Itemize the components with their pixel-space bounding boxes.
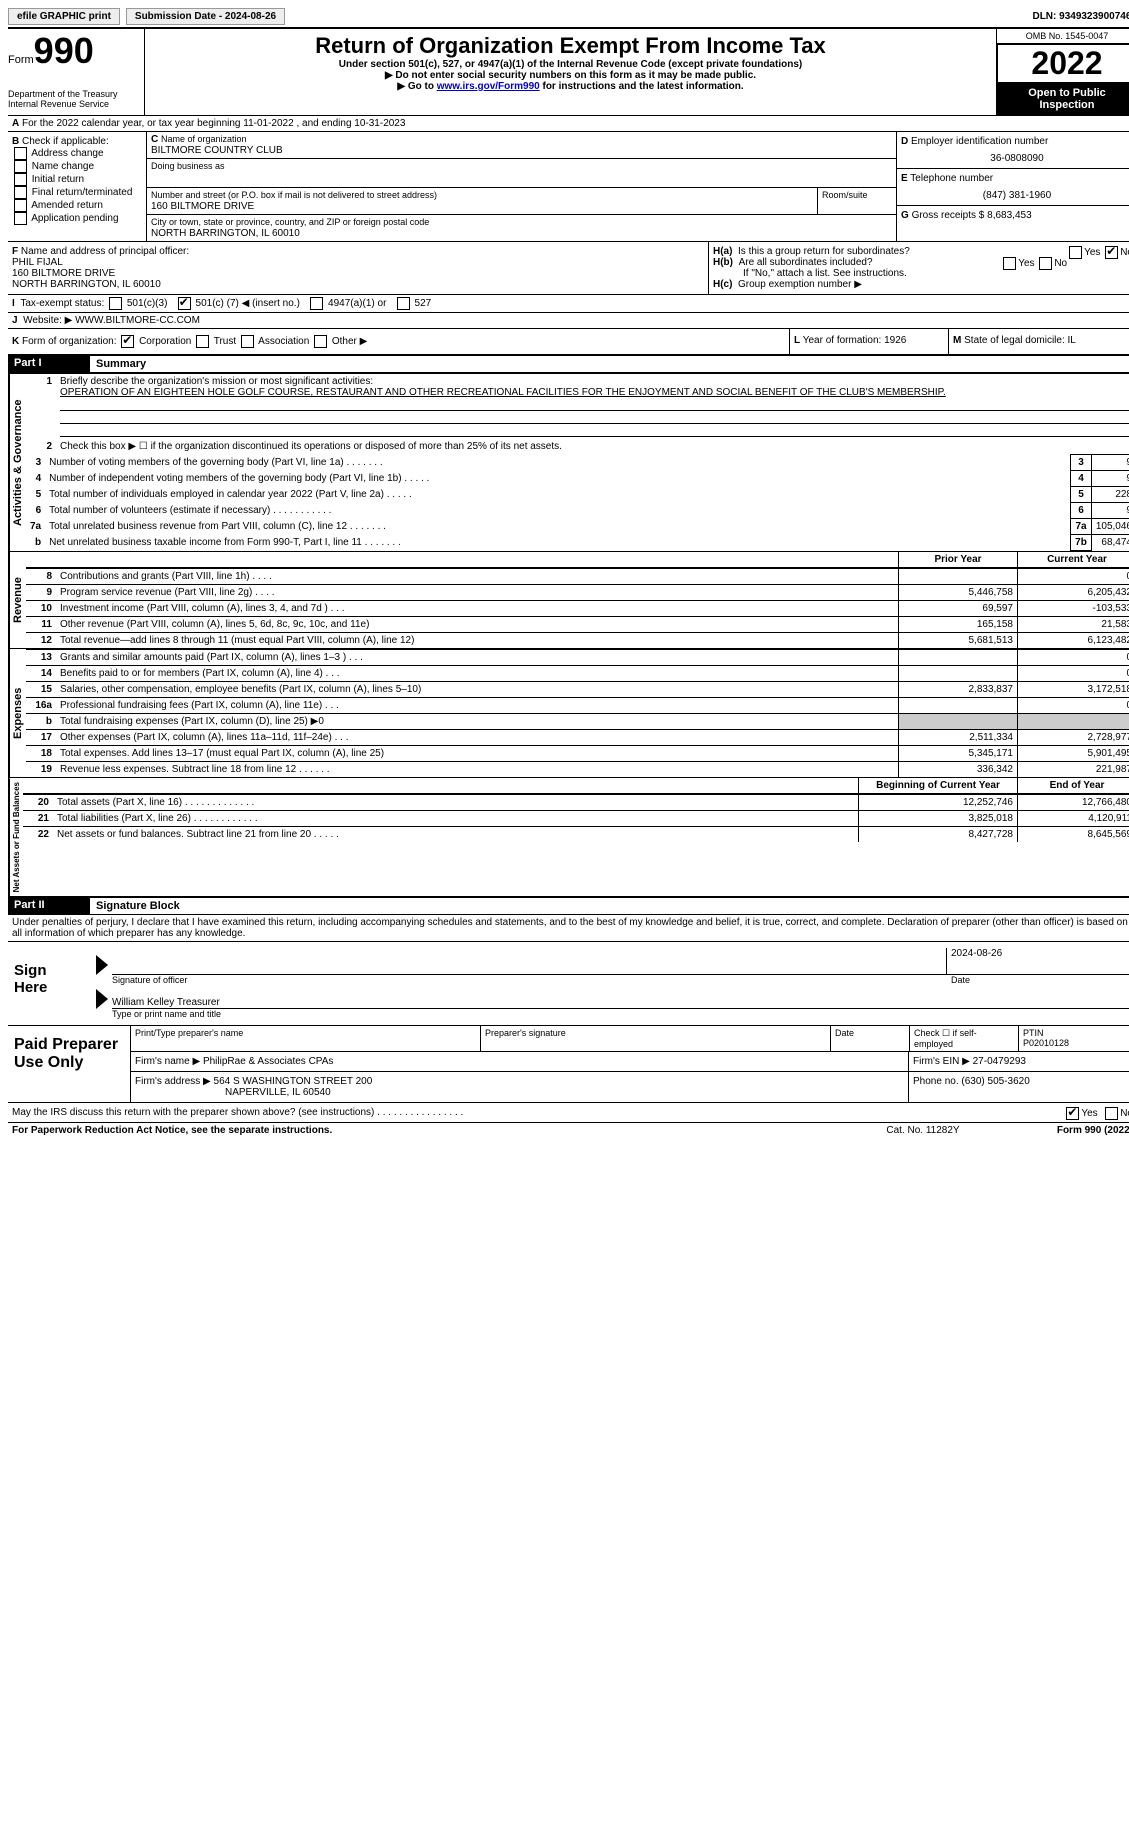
firm-name: PhilipRae & Associates CPAs (203, 1056, 333, 1067)
room-suite-label: Room/suite (818, 188, 896, 214)
section-b-g: B Check if applicable: Address change Na… (8, 132, 1129, 242)
ein: 36-0808090 (901, 147, 1129, 164)
form-title: Return of Organization Exempt From Incom… (149, 33, 992, 59)
form-subtitle-1: Under section 501(c), 527, or 4947(a)(1)… (149, 59, 992, 70)
section-f-h: F Name and address of principal officer:… (8, 242, 1129, 295)
officer-name: PHIL FIJAL (12, 257, 63, 268)
officer-printed-name: William Kelley Treasurer (112, 997, 220, 1008)
part2-header: Part II Signature Block (8, 897, 1129, 915)
org-name: BILTMORE COUNTRY CLUB (151, 145, 283, 156)
vlabel-activities: Activities & Governance (9, 374, 26, 551)
penalties-text: Under penalties of perjury, I declare th… (8, 915, 1129, 942)
irs-link[interactable]: www.irs.gov/Form990 (437, 81, 540, 92)
vlabel-expenses: Expenses (9, 649, 26, 777)
vlabel-revenue: Revenue (9, 552, 26, 648)
expenses-section: Expenses 13Grants and similar amounts pa… (8, 649, 1129, 778)
submission-date: Submission Date - 2024-08-26 (126, 8, 285, 25)
section-c: C Name of organizationBILTMORE COUNTRY C… (147, 132, 896, 241)
line-a: A For the 2022 calendar year, or tax yea… (8, 116, 1129, 132)
section-d-e-g: D Employer identification number36-08080… (896, 132, 1129, 241)
revenue-section: Revenue Prior Year Current Year 8Contrib… (8, 552, 1129, 649)
firm-addr1: 564 S WASHINGTON STREET 200 (214, 1076, 373, 1087)
mission-text: OPERATION OF AN EIGHTEEN HOLE GOLF COURS… (60, 387, 946, 398)
officer-addr1: 160 BILTMORE DRIVE (12, 268, 115, 279)
discuss-line: May the IRS discuss this return with the… (8, 1103, 1129, 1123)
sig-arrow-icon (96, 955, 108, 975)
gross-receipts: 8,683,453 (987, 210, 1032, 221)
prior-year-hdr: Prior Year (899, 552, 1018, 568)
current-year-hdr: Current Year (1018, 552, 1129, 568)
cat-no: Cat. No. 11282Y (853, 1125, 993, 1136)
dln: DLN: 93493239007464 (1032, 11, 1129, 22)
part1-header: Part I Summary (8, 355, 1129, 373)
line-j: J Website: ▶ WWW.BILTMORE-CC.COM (8, 313, 1129, 329)
line-klm: K Form of organization: Corporation Trus… (8, 329, 1129, 355)
line-i: I Tax-exempt status: 501(c)(3) 501(c) (7… (8, 295, 1129, 313)
section-b: B Check if applicable: Address change Na… (8, 132, 147, 241)
form-number: 990 (34, 30, 94, 71)
end-year-hdr: End of Year (1018, 778, 1129, 794)
beginning-year-hdr: Beginning of Current Year (859, 778, 1018, 794)
form-subtitle-2: ▶ Do not enter social security numbers o… (149, 70, 992, 81)
website: WWW.BILTMORE-CC.COM (75, 315, 200, 326)
tax-year: 2022 (997, 44, 1129, 83)
form-header: Form990 Department of the Treasury Inter… (8, 29, 1129, 116)
summary-table: Activities & Governance 1Briefly describ… (8, 373, 1129, 552)
phone: (847) 381-1960 (901, 184, 1129, 201)
open-inspection: Open to Public Inspection (997, 83, 1129, 115)
form-ref: Form 990 (2022) (993, 1125, 1129, 1136)
sig-arrow-icon-2 (96, 989, 108, 1009)
section-h: H(a) Is this a group return for subordin… (709, 242, 1129, 294)
netassets-section: Net Assets or Fund Balances Beginning of… (8, 778, 1129, 897)
firm-addr2: NAPERVILLE, IL 60540 (135, 1087, 331, 1098)
paid-preparer-block: Paid Preparer Use Only Print/Type prepar… (8, 1026, 1129, 1103)
form-prefix: Form (8, 54, 34, 66)
sign-here-block: Sign Here 2024-08-26 Signature of office… (8, 942, 1129, 1026)
paid-preparer-label: Paid Preparer Use Only (8, 1026, 131, 1102)
street-address: 160 BILTMORE DRIVE (151, 201, 254, 212)
form-subtitle-3: ▶ Go to www.irs.gov/Form990 for instruct… (149, 81, 992, 92)
sig-date: 2024-08-26 (946, 948, 1129, 975)
vlabel-netassets: Net Assets or Fund Balances (9, 778, 23, 896)
footer: For Paperwork Reduction Act Notice, see … (8, 1123, 1129, 1138)
dept-treasury: Department of the Treasury (8, 89, 138, 99)
omb-number: OMB No. 1545-0047 (997, 29, 1129, 44)
ptin: P02010128 (1023, 1038, 1069, 1048)
efile-button[interactable]: efile GRAPHIC print (8, 8, 120, 25)
top-bar: efile GRAPHIC print Submission Date - 20… (8, 8, 1129, 29)
irs-label: Internal Revenue Service (8, 99, 138, 109)
sign-here-label: Sign Here (8, 942, 90, 1025)
year-formation: 1926 (884, 335, 906, 346)
officer-addr2: NORTH BARRINGTON, IL 60010 (12, 279, 161, 290)
section-f: F Name and address of principal officer:… (8, 242, 709, 294)
firm-phone: (630) 505-3620 (961, 1076, 1029, 1087)
firm-ein: 27-0479293 (973, 1056, 1026, 1067)
city-state-zip: NORTH BARRINGTON, IL 60010 (151, 228, 300, 239)
state-domicile: IL (1068, 335, 1076, 346)
